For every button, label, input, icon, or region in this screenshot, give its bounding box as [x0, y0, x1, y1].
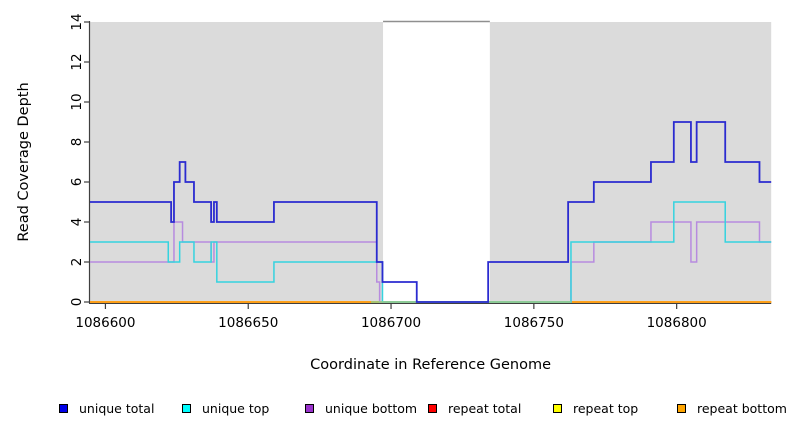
- y-tick-label: 4: [69, 218, 85, 227]
- y-tick-label: 14: [69, 13, 85, 30]
- y-tick-label: 6: [69, 178, 85, 187]
- x-tick-label: 1086750: [504, 315, 564, 331]
- y-tick-label: 12: [69, 53, 85, 70]
- x-tick-label: 1086700: [361, 315, 421, 331]
- unique-region-shading: [90, 22, 384, 302]
- y-tick-label: 8: [69, 138, 85, 147]
- x-tick-label: 1086600: [75, 315, 135, 331]
- series-unique-top: [90, 201, 772, 303]
- y-tick-label: 0: [69, 298, 85, 307]
- y-tick-label: 2: [69, 258, 85, 267]
- x-tick-label: 1086800: [647, 315, 707, 331]
- x-tick-label: 1086650: [218, 315, 278, 331]
- y-axis-title: Read Coverage Depth: [16, 82, 32, 241]
- y-tick-label: 10: [69, 93, 85, 110]
- x-axis-title: Coordinate in Reference Genome: [310, 357, 551, 373]
- series-unique-total: [90, 121, 772, 303]
- unique-region-shading: [489, 22, 772, 302]
